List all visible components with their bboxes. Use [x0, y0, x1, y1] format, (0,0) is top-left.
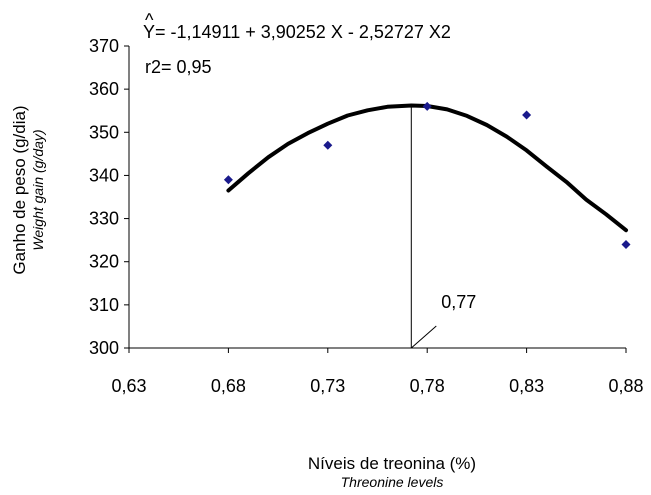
y-tick-labels: 300 310 320 330 340 350 360 370 — [89, 36, 119, 358]
regression-equation: Y= -1,14911 + 3,90252 X - 2,52727 X2 — [143, 22, 451, 42]
x-tick-label: 0,88 — [608, 376, 643, 396]
data-point — [323, 140, 333, 150]
y-tick-label: 310 — [89, 295, 119, 315]
x-tick-marks — [128, 348, 627, 353]
y-tick-label: 340 — [89, 165, 119, 185]
fit-curve — [226, 103, 628, 233]
x-tick-label: 0,83 — [509, 376, 544, 396]
data-point — [422, 101, 432, 111]
x-tick-label: 0,63 — [111, 376, 146, 396]
x-tick-label: 0,78 — [410, 376, 445, 396]
y-axis-subtitle: Weight gain (g/day) — [30, 129, 46, 250]
x-axis-subtitle: Threonine levels — [341, 474, 444, 490]
y-tick-label: 320 — [89, 252, 119, 272]
y-tick-marks — [124, 45, 129, 349]
y-tick-label: 330 — [89, 209, 119, 229]
optimum-pointer — [410, 325, 437, 349]
data-point — [223, 175, 233, 185]
optimum-label: 0,77 — [441, 292, 476, 312]
data-point — [621, 239, 631, 249]
x-tick-label: 0,73 — [310, 376, 345, 396]
x-tick-labels: 0,63 0,68 0,73 0,78 0,83 0,88 — [111, 376, 643, 396]
y-tick-label: 370 — [89, 36, 119, 56]
y-tick-label: 350 — [89, 122, 119, 142]
y-tick-label: 360 — [89, 79, 119, 99]
data-point — [522, 110, 532, 120]
r-squared: r2= 0,95 — [145, 57, 212, 77]
y-tick-label: 300 — [89, 338, 119, 358]
data-points — [223, 101, 631, 249]
x-axis-title: Níveis de treonina (%) — [308, 454, 476, 473]
y-axis-title: Ganho de peso (g/dia) — [10, 105, 29, 274]
equation-hat: ^ — [145, 10, 154, 30]
x-tick-label: 0,68 — [211, 376, 246, 396]
